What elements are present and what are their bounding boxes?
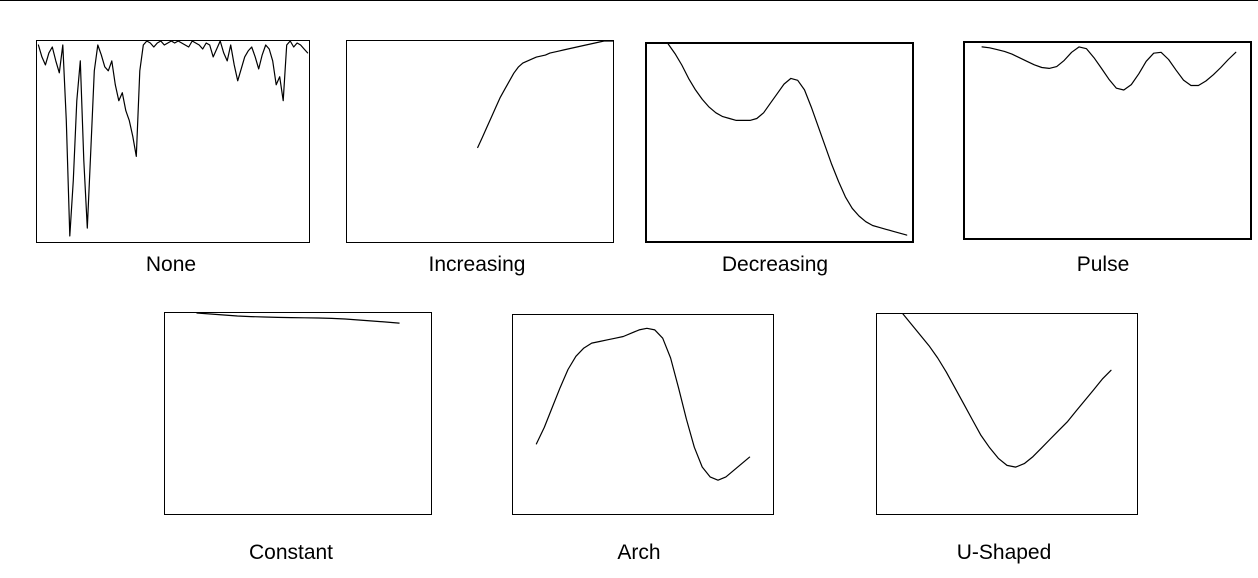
- series-line-pulse-0: [981, 46, 1237, 91]
- panel-arch: [512, 314, 774, 515]
- caption-u-shaped: U-Shaped: [956, 541, 1052, 564]
- panel-constant: [164, 312, 432, 515]
- line-chart-increasing: [477, 40, 614, 149]
- caption-decreasing: Decreasing: [721, 253, 829, 276]
- caption-constant: Constant: [248, 541, 334, 564]
- top-rule: [0, 0, 1258, 1]
- caption-increasing: Increasing: [428, 253, 526, 276]
- panel-none: [36, 40, 310, 243]
- series-line-arch-0: [535, 327, 751, 481]
- series-line-constant-0: [196, 312, 400, 324]
- caption-none: None: [145, 253, 197, 276]
- series-line-decreasing-0: [667, 43, 908, 236]
- line-chart-constant: [196, 312, 400, 324]
- line-chart-pulse: [981, 46, 1237, 91]
- panel-u-shaped: [876, 313, 1138, 515]
- panel-decreasing: [645, 42, 914, 243]
- line-chart-u-shaped: [902, 313, 1112, 468]
- line-chart-decreasing: [667, 43, 908, 236]
- series-line-u-shaped-0: [902, 313, 1112, 468]
- line-chart-arch: [535, 327, 751, 481]
- line-chart-none: [37, 40, 309, 237]
- caption-pulse: Pulse: [1076, 253, 1130, 276]
- caption-arch: Arch: [617, 541, 661, 564]
- series-line-increasing-0: [477, 40, 614, 149]
- series-line-none-0: [37, 40, 309, 237]
- panel-pulse: [963, 41, 1252, 240]
- panel-increasing: [346, 40, 614, 243]
